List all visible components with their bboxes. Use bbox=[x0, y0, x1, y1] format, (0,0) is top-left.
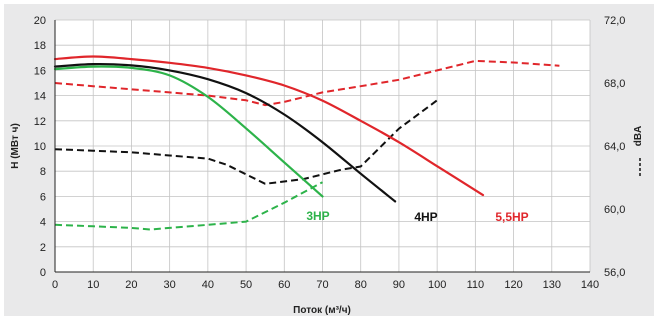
y-left-tick-label: 16 bbox=[34, 65, 46, 77]
x-tick-label: 30 bbox=[164, 279, 176, 291]
y-right-tick-label: 60,0 bbox=[604, 204, 625, 216]
series-label-5-5HP: 5,5HP bbox=[495, 210, 528, 224]
head-curve-4HP bbox=[53, 62, 397, 203]
noise-curve-3HP bbox=[54, 181, 323, 231]
y-left-tick-label: 18 bbox=[34, 40, 46, 52]
x-tick-label: 70 bbox=[316, 279, 328, 291]
x-tick-label: 50 bbox=[240, 279, 252, 291]
noise-curves bbox=[54, 59, 560, 231]
x-tick-label: 10 bbox=[87, 279, 99, 291]
x-tick-label: 110 bbox=[467, 279, 485, 291]
y-left-tick-label: 10 bbox=[34, 141, 46, 153]
x-tick-label: 0 bbox=[52, 279, 58, 291]
series-label-4HP: 4HP bbox=[414, 210, 437, 224]
y-left-tick-label: 20 bbox=[34, 15, 46, 27]
y-right-tick-label: 64,0 bbox=[604, 141, 625, 153]
y-left-tick-label: 6 bbox=[40, 191, 46, 203]
noise-curve-4HP bbox=[54, 99, 438, 185]
y-left-tick-label: 2 bbox=[40, 242, 46, 254]
y-right-tick-label: 56,0 bbox=[604, 267, 625, 279]
x-tick-label: 20 bbox=[125, 279, 137, 291]
head-curve-3HP bbox=[53, 65, 324, 198]
series-label-3HP: 3HP bbox=[306, 209, 329, 223]
y-right-tick-label: 72,0 bbox=[604, 15, 625, 27]
y-left-tick-labels: 0 2 4 6 8 10 12 14 16 18 20 bbox=[34, 15, 46, 279]
y-left-tick-label: 14 bbox=[34, 91, 46, 103]
x-tick-label: 140 bbox=[581, 279, 599, 291]
x-axis-title: Поток (м³/ч) bbox=[293, 305, 351, 316]
head-curve-5-5HP bbox=[53, 55, 485, 197]
y-right-axis-title: dBA bbox=[633, 126, 644, 147]
x-tick-labels: 0 10 20 30 40 50 60 70 80 90 100 110 120 130 140 bbox=[52, 279, 599, 291]
y-left-tick-label: 12 bbox=[34, 116, 46, 128]
y-left-tick-label: 0 bbox=[40, 267, 46, 279]
y-right-tick-labels: 56,0 60,0 64,0 68,0 72,0 bbox=[604, 15, 625, 279]
x-tick-label: 40 bbox=[202, 279, 214, 291]
y-left-tick-label: 8 bbox=[40, 166, 46, 178]
y-left-axis-title: H (МВт ч) bbox=[10, 123, 21, 169]
y-left-tick-label: 4 bbox=[40, 217, 46, 229]
x-tick-label: 120 bbox=[504, 279, 522, 291]
head-curves bbox=[53, 55, 485, 203]
x-tick-label: 90 bbox=[393, 279, 405, 291]
y-right-tick-label: 68,0 bbox=[604, 78, 625, 90]
x-tick-label: 60 bbox=[278, 279, 290, 291]
x-tick-label: 80 bbox=[355, 279, 367, 291]
x-tick-label: 100 bbox=[428, 279, 446, 291]
x-tick-label: 130 bbox=[543, 279, 561, 291]
noise-curve-5-5HP bbox=[54, 59, 560, 107]
series-labels: 3HP 4HP 5,5HP bbox=[306, 209, 528, 224]
